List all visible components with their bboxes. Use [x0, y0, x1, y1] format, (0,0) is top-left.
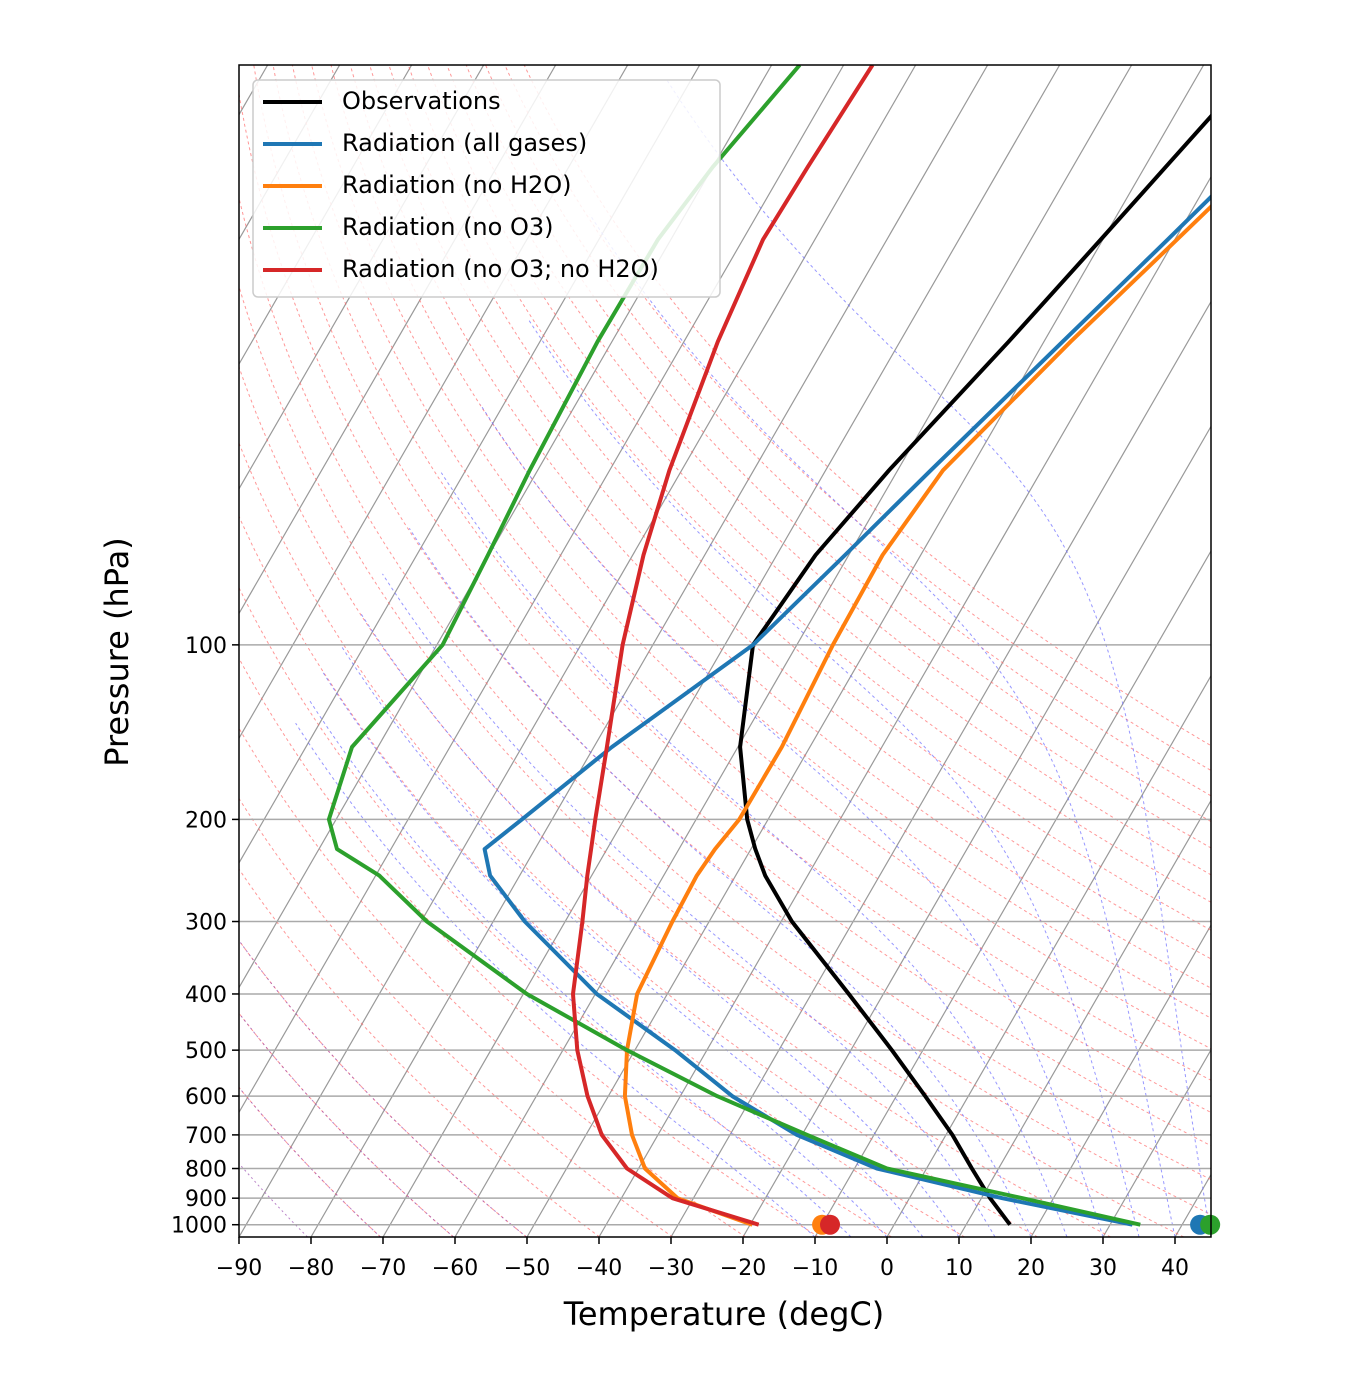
x-tick-label: −60 — [432, 1256, 478, 1281]
surface-dots — [812, 1214, 1221, 1235]
legend: Observations Radiation (all gases) Radiati… — [252, 79, 721, 298]
profile-line — [622, 203, 1211, 1227]
dry-adiabat — [465, 65, 1211, 823]
moist-adiabat — [309, 700, 852, 1237]
isotherm — [382, 65, 1061, 1237]
y-tick-label: 500 — [185, 1039, 227, 1064]
y-tick-label: 300 — [185, 911, 227, 936]
dry-adiabat — [446, 65, 1211, 849]
dry-adiabat — [239, 284, 1184, 1237]
dry-adiabat — [239, 939, 527, 1237]
x-tick-label: 20 — [1017, 1256, 1045, 1281]
y-tick-label: 200 — [185, 808, 227, 833]
y-tick-label: 900 — [185, 1187, 227, 1212]
y-tick-label: 1000 — [171, 1214, 227, 1239]
data-lines — [326, 65, 1211, 1227]
isotherm — [886, 674, 1211, 1237]
x-tick-label: −10 — [792, 1256, 838, 1281]
x-tick-label: −30 — [648, 1256, 694, 1281]
x-tick-label: 0 — [880, 1256, 894, 1281]
moist-adiabat — [440, 472, 1068, 1237]
isotherm — [310, 65, 989, 1237]
surface-dot — [1200, 1214, 1221, 1235]
profile-line — [482, 194, 1211, 1227]
legend-box — [252, 79, 721, 298]
legend-label: Radiation (no O3; no H2O) — [342, 255, 659, 283]
moist-adiabat — [359, 611, 960, 1237]
isotherm — [454, 65, 1133, 1237]
isotherm — [670, 300, 1211, 1237]
moist-adiabat — [322, 672, 888, 1237]
isotherm — [742, 425, 1211, 1237]
plot-frame — [238, 64, 1212, 1238]
isotherm — [1030, 924, 1211, 1237]
dry-adiabat — [239, 797, 673, 1237]
x-tick-label: 30 — [1089, 1256, 1117, 1281]
y-tick-label: 400 — [185, 983, 227, 1008]
profile-line — [738, 113, 1211, 1226]
moist-adiabat — [479, 404, 1104, 1237]
x-axis-label: Temperature (degC) — [563, 1295, 885, 1333]
legend-label: Radiation (no O3) — [342, 213, 553, 241]
x-tick-label: −70 — [360, 1256, 406, 1281]
legend-label: Observations — [342, 87, 501, 115]
isotherm — [814, 549, 1211, 1237]
profile-line — [571, 65, 875, 1227]
isotherm — [239, 65, 917, 1237]
x-tick-label: −40 — [576, 1256, 622, 1281]
isotherm — [958, 799, 1211, 1237]
x-tick-label: −50 — [504, 1256, 550, 1281]
isotherm — [598, 175, 1211, 1237]
dry-adiabat — [504, 65, 1211, 772]
dry-adiabat — [388, 65, 1211, 931]
y-tick-label: 800 — [185, 1158, 227, 1183]
dry-adiabat — [239, 515, 965, 1237]
surface-dot — [820, 1214, 841, 1235]
isotherm — [526, 65, 1205, 1237]
x-tick-label: 40 — [1161, 1256, 1189, 1281]
legend-label: Radiation (all gases) — [342, 129, 587, 157]
isotherm — [239, 65, 845, 1114]
moist-adiabat — [340, 644, 924, 1237]
x-tick-label: 10 — [945, 1256, 973, 1281]
x-tick-label: −90 — [216, 1256, 262, 1281]
x-tick-label: −20 — [720, 1256, 766, 1281]
y-tick-label: 100 — [185, 634, 227, 659]
dry-adiabat — [239, 868, 600, 1237]
dry-adiabat — [239, 365, 1111, 1237]
x-tick-label: −80 — [288, 1256, 334, 1281]
grid — [239, 644, 1211, 1226]
legend-label: Radiation (no H2O) — [342, 171, 572, 199]
profile-line — [326, 65, 1141, 1227]
y-axis-label: Pressure (hPa) — [98, 537, 136, 767]
moist-adiabat — [589, 214, 1176, 1237]
dry-adiabat — [239, 727, 746, 1237]
moist-adiabat — [527, 318, 1140, 1237]
y-tick-label: 600 — [185, 1085, 227, 1110]
y-tick-label: 700 — [185, 1124, 227, 1149]
moist-adiabat — [382, 573, 996, 1237]
